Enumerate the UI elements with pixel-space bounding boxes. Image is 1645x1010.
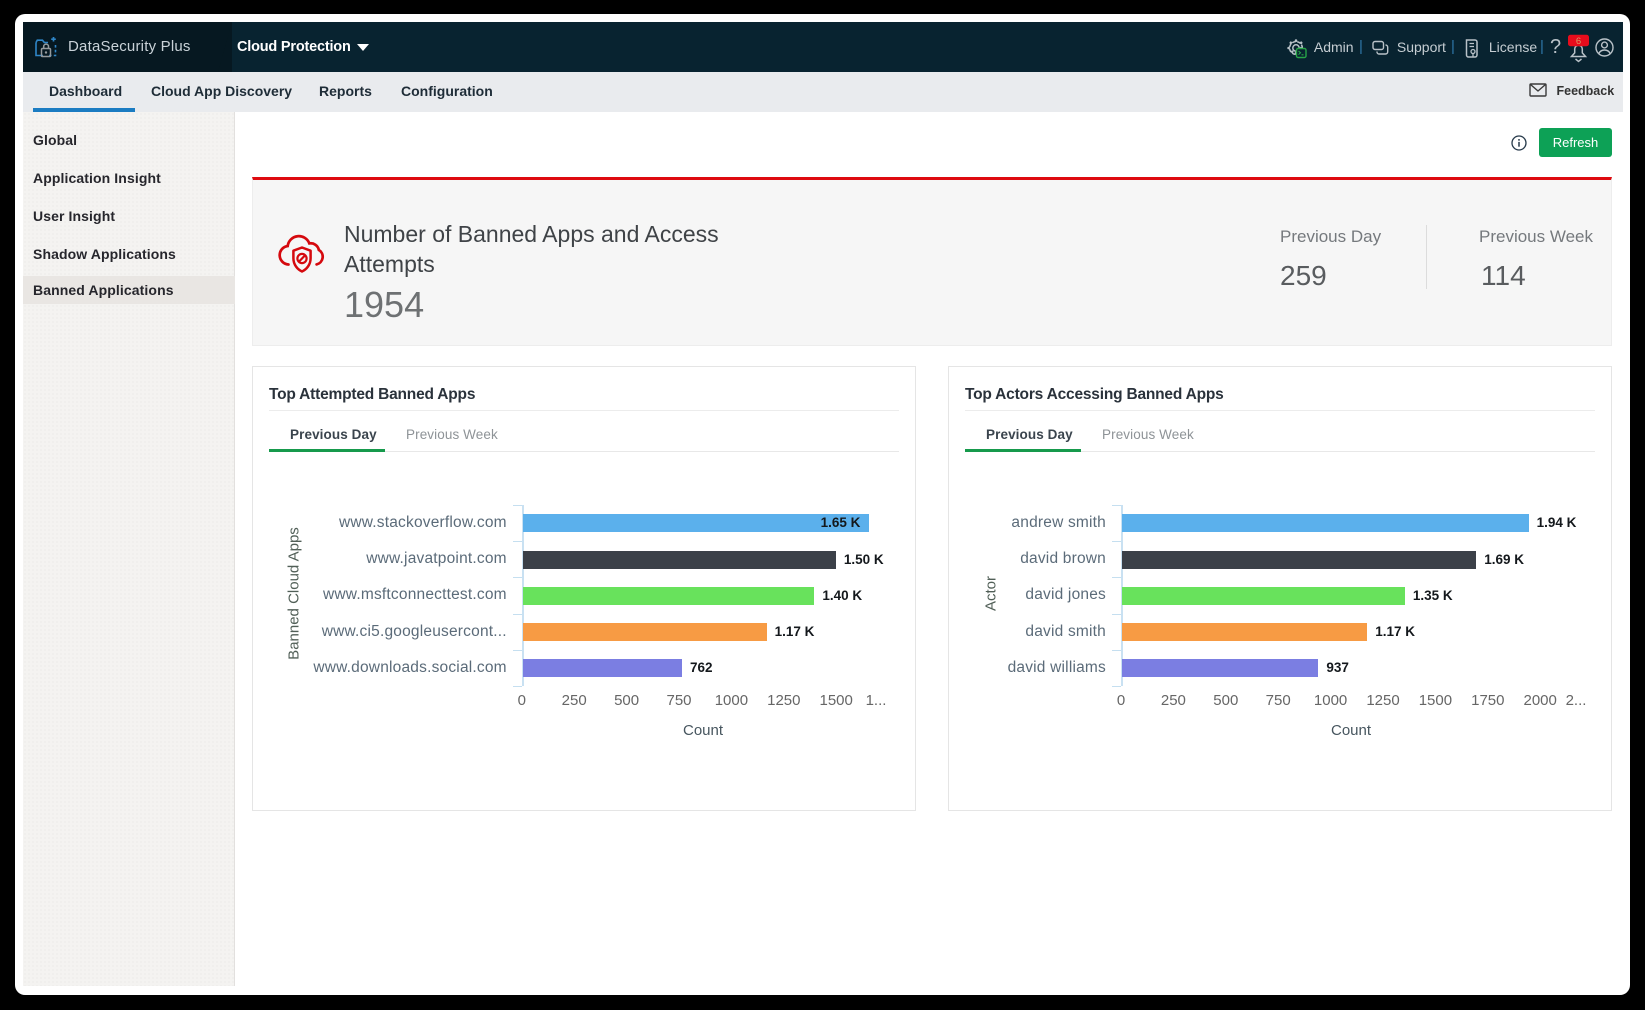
svg-text:6: 6	[1576, 36, 1581, 47]
